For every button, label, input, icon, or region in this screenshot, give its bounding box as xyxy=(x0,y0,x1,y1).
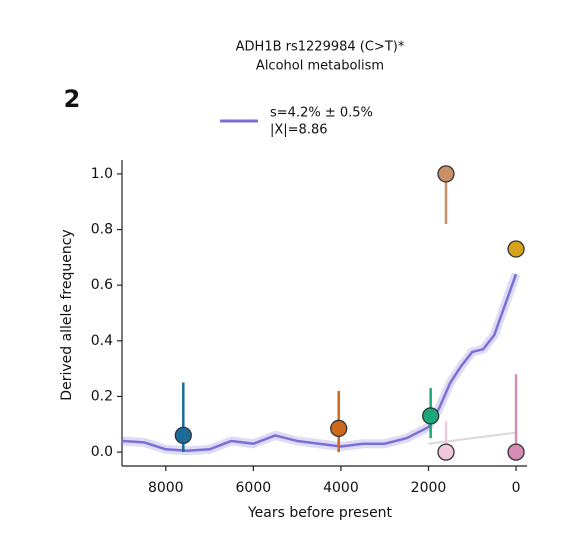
x-axis-label: Years before present xyxy=(247,505,393,521)
x-tick-label: 4000 xyxy=(323,480,359,496)
x-tick-label: 6000 xyxy=(236,480,272,496)
y-tick-label: 1.0 xyxy=(91,166,113,182)
x-tick-label: 0 xyxy=(512,480,521,496)
chart-subtitle: Alcohol metabolism xyxy=(256,59,384,74)
line xyxy=(121,273,518,452)
legend-annotation: |X|=8.86 xyxy=(270,123,328,138)
data-point xyxy=(437,165,455,183)
y-tick-label: 0.8 xyxy=(91,222,113,238)
data-point xyxy=(507,443,525,461)
line xyxy=(428,431,517,445)
panel-label: 2 xyxy=(64,85,81,113)
y-tick-label: 0.6 xyxy=(91,277,113,293)
data-point xyxy=(507,240,525,258)
x-tick-label: 8000 xyxy=(148,480,184,496)
y-axis-label: Derived allele frequency xyxy=(59,229,75,400)
data-point xyxy=(422,407,440,425)
y-tick-label: 0.0 xyxy=(91,444,113,460)
chart-title: ADH1B rs1229984 (C>T)* xyxy=(236,40,405,55)
legend-label: s=4.2% ± 0.5% xyxy=(270,106,373,121)
y-tick-label: 0.2 xyxy=(91,388,113,404)
x-tick-label: 2000 xyxy=(411,480,447,496)
y-tick-label: 0.4 xyxy=(91,333,113,349)
data-point xyxy=(174,426,192,445)
data-point xyxy=(437,443,455,461)
data-point xyxy=(330,419,348,438)
